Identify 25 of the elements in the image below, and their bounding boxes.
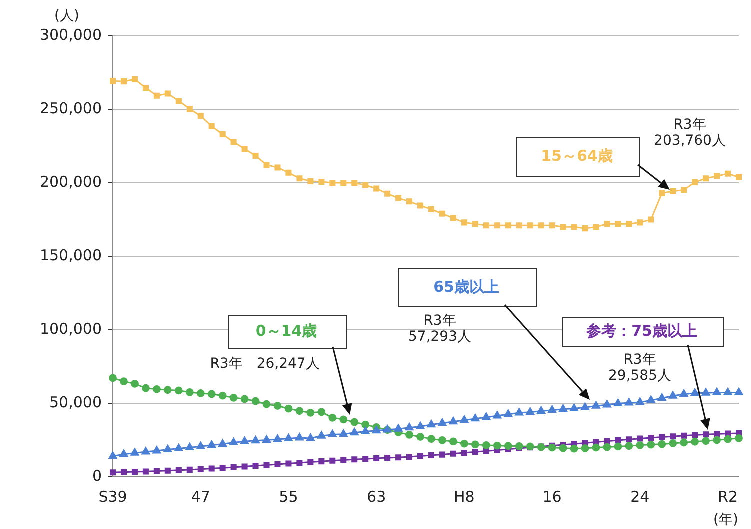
text: 65歳以上 <box>434 278 500 296</box>
x-tick-label: 63 <box>367 488 386 506</box>
text: 参考：75歳以上 <box>586 322 698 340</box>
y-tick-label: 50,000 <box>50 393 102 412</box>
x-tick-label: 55 <box>279 488 298 506</box>
y-tick-label: 200,000 <box>40 172 102 191</box>
x-axis-title: (年) <box>712 512 740 528</box>
x-tick-label: H8 <box>454 488 475 506</box>
y-tick-label: 150,000 <box>40 246 102 264</box>
y-tick-label: 300,000 <box>40 26 102 44</box>
y-tick-label: 100,000 <box>40 320 102 338</box>
x-tick-label: 24 <box>630 488 650 506</box>
x-tick-label: R2 <box>718 488 738 506</box>
annotation: R3年 26,247人 <box>209 356 321 372</box>
x-tick-label: S39 <box>98 488 128 506</box>
annotation: R3年 203,760人 <box>653 117 727 149</box>
x-tick-label: 16 <box>542 488 562 506</box>
y-axis-title: (人) <box>54 8 80 24</box>
text: 15～64歳 <box>541 147 613 165</box>
annotation: R3年 57,293人 <box>408 313 472 345</box>
text: 0～14歳 <box>256 322 318 340</box>
y-tick-label: 0 <box>92 466 102 485</box>
x-tick-label: 47 <box>191 488 210 506</box>
annotation: R3年 29,585人 <box>608 352 672 384</box>
y-tick-label: 250,000 <box>40 99 102 118</box>
